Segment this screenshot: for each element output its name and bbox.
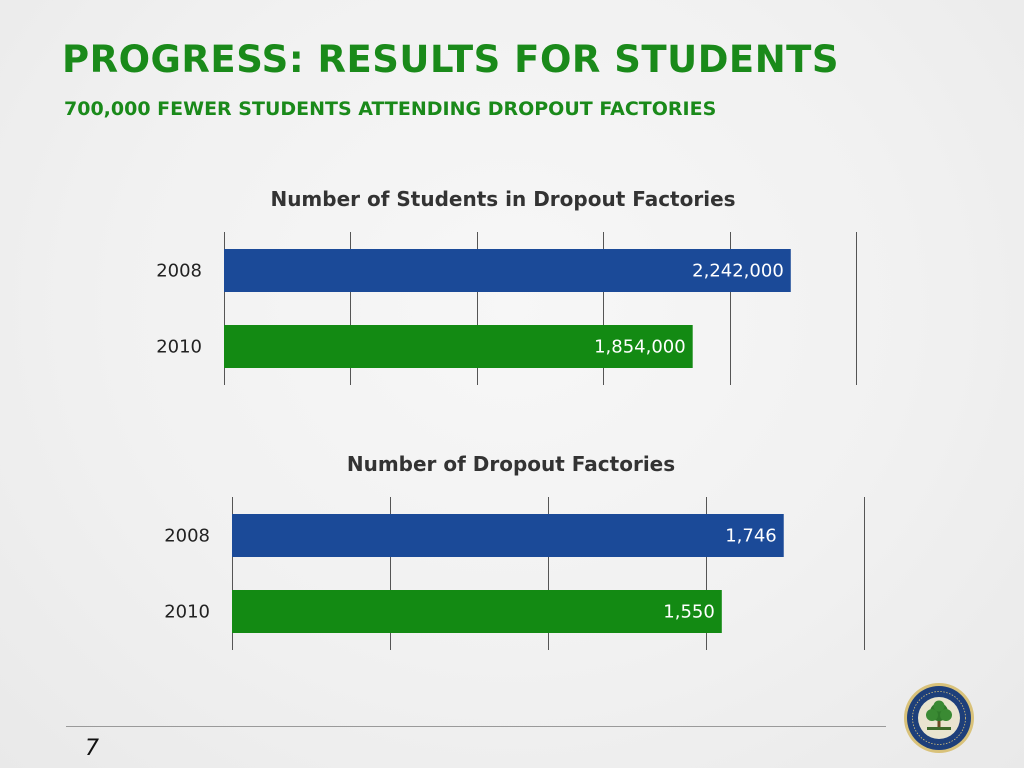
chart-title: Number of Students in Dropout Factories: [270, 187, 735, 211]
bar-2008: [232, 514, 784, 557]
data-label-2008: 1,746: [725, 526, 777, 547]
data-label-2010: 1,550: [663, 602, 715, 623]
bar-2008: [224, 249, 791, 292]
page-number: 7: [85, 736, 99, 761]
category-label-2010: 2010: [156, 337, 202, 358]
bar-2010: [224, 325, 693, 368]
category-label-2008: 2008: [156, 261, 202, 282]
data-label-2010: 1,854,000: [594, 337, 686, 358]
category-label-2010: 2010: [164, 602, 210, 623]
department-of-education-seal-icon: [904, 683, 974, 753]
footer-divider: [66, 726, 886, 727]
chart-title: Number of Dropout Factories: [347, 452, 675, 476]
bar-2010: [232, 590, 722, 633]
data-label-2008: 2,242,000: [692, 261, 784, 282]
category-label-2008: 2008: [164, 526, 210, 547]
slide-title: PROGRESS: RESULTS FOR STUDENTS: [62, 38, 840, 81]
slide-subtitle: 700,000 FEWER STUDENTS ATTENDING DROPOUT…: [64, 98, 717, 120]
